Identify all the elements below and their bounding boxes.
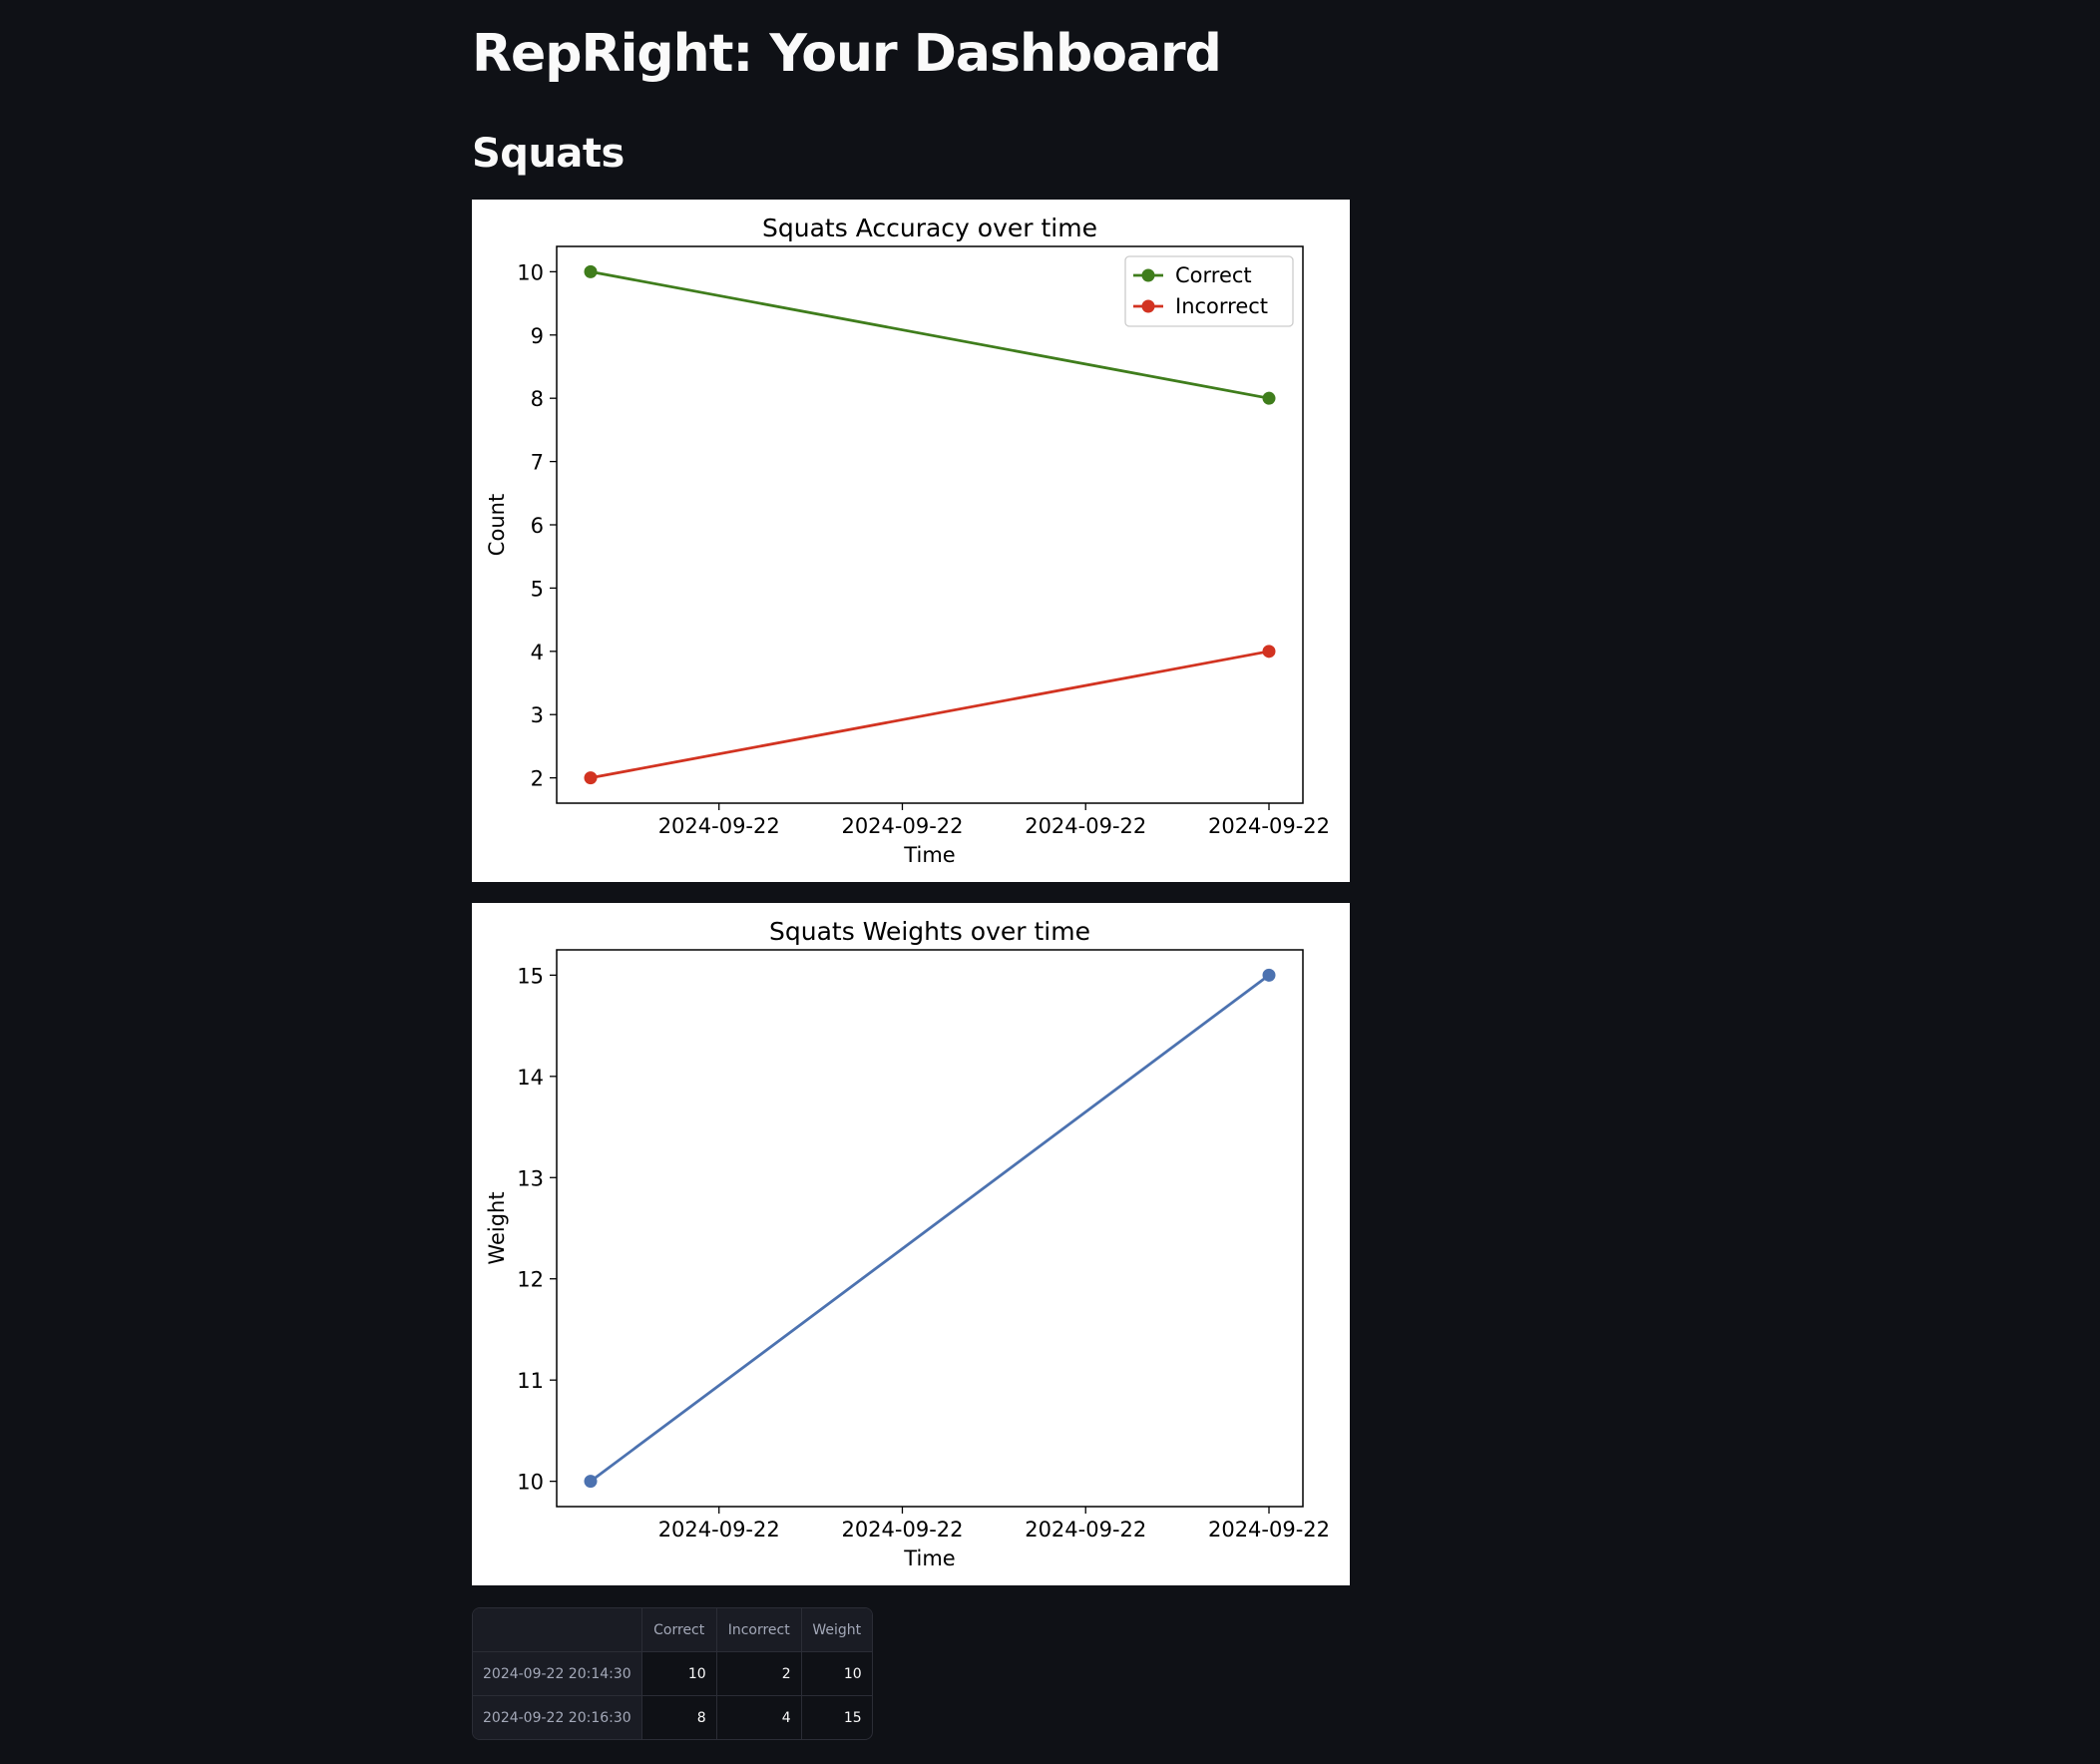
weights-chart-y-axis-label: Weight xyxy=(485,1191,509,1264)
accuracy-chart-y-tick-label: 6 xyxy=(531,514,544,538)
weights-chart-weight-series-point xyxy=(1262,968,1276,982)
accuracy-chart-incorrect-series-point xyxy=(584,771,598,785)
cell-correct[interactable]: 10 xyxy=(641,1651,717,1696)
weights-chart-weight-series-line xyxy=(590,974,1270,1483)
weights-chart-y-tick-label: 11 xyxy=(517,1369,544,1393)
accuracy-chart-correct-series-point xyxy=(584,264,598,278)
table-row: 2024-09-22 20:16:30 8 4 15 xyxy=(473,1695,872,1739)
accuracy-chart-y-tick-label: 9 xyxy=(531,324,544,348)
dataframe[interactable]: Correct Incorrect Weight 2024-09-22 20:1… xyxy=(472,1607,873,1740)
accuracy-chart-y-tick-label: 8 xyxy=(531,387,544,411)
weights-chart-x-tick-label: 2024-09-22 xyxy=(658,1518,780,1542)
accuracy-chart-correct-series-line xyxy=(590,269,1270,400)
weights-chart-y-tick-label: 12 xyxy=(517,1268,544,1292)
cell-weight[interactable]: 10 xyxy=(801,1651,872,1696)
accuracy-chart-x-tick-label: 2024-09-22 xyxy=(841,814,963,838)
cell-incorrect[interactable]: 2 xyxy=(716,1651,802,1696)
weights-chart: Squats Weights over time 10 11 12 13 14 15 2024… xyxy=(472,903,1350,1585)
weights-chart-svg: Squats Weights over time 10 11 12 13 14 15 2024… xyxy=(485,917,1330,1570)
accuracy-chart-y-tick-label: 5 xyxy=(531,577,544,601)
cell-weight[interactable]: 15 xyxy=(843,1709,862,1726)
cell-correct[interactable]: 8 xyxy=(641,1695,717,1739)
cell-incorrect[interactable]: 4 xyxy=(716,1695,802,1739)
row-index[interactable]: 2024-09-22 20:16:30 xyxy=(473,1695,642,1739)
accuracy-chart-legend-marker-correct xyxy=(1141,268,1155,282)
weights-chart-y-tick-label: 14 xyxy=(517,1066,544,1090)
accuracy-chart-x-axis-label: Time xyxy=(903,843,955,867)
table-header-row: Correct Incorrect Weight xyxy=(473,1608,872,1652)
accuracy-chart: Squats Accuracy over time 2 3 4 5 6 7 8 9 10 2024-… xyxy=(472,200,1350,882)
weights-chart-weight-series-point xyxy=(584,1475,598,1489)
accuracy-chart-y-tick-label: 3 xyxy=(531,703,544,727)
weights-chart-y-tick-label: 15 xyxy=(517,964,544,988)
accuracy-chart-legend-box xyxy=(1124,255,1294,327)
weights-chart-title: Squats Weights over time xyxy=(769,917,1090,946)
section-title: Squats xyxy=(472,131,625,177)
column-header-incorrect[interactable]: Incorrect xyxy=(716,1608,802,1652)
accuracy-chart-legend-marker-incorrect xyxy=(1141,299,1155,313)
accuracy-chart-incorrect-series-line xyxy=(590,650,1270,780)
accuracy-chart-legend: Correct Incorrect xyxy=(1124,255,1294,327)
weights-chart-axes-frame xyxy=(556,949,1304,1508)
accuracy-chart-svg: Squats Accuracy over time 2 3 4 5 6 7 8 9 10 2024-… xyxy=(485,214,1330,867)
accuracy-chart-incorrect-series-point xyxy=(1262,645,1276,659)
column-header-correct[interactable]: Correct xyxy=(641,1608,717,1652)
weights-chart-x-axis-label: Time xyxy=(903,1546,955,1570)
weights-chart-y-tick-label: 13 xyxy=(517,1166,544,1190)
accuracy-chart-correct-series-point xyxy=(1262,391,1276,405)
accuracy-chart-y-tick-label: 7 xyxy=(531,451,544,475)
index-header xyxy=(473,1608,642,1652)
table-row: 2024-09-22 20:14:30 10 2 10 xyxy=(473,1651,872,1696)
accuracy-chart-y-tick-label: 4 xyxy=(531,641,544,664)
accuracy-chart-y-axis-label: Count xyxy=(485,494,509,556)
accuracy-chart-y-tick-label: 10 xyxy=(517,260,544,284)
weights-chart-x-tick-label: 2024-09-22 xyxy=(1025,1518,1146,1542)
accuracy-chart-y-tick-label: 2 xyxy=(531,767,544,791)
accuracy-chart-legend-label-incorrect: Incorrect xyxy=(1175,294,1268,318)
page-title: RepRight: Your Dashboard xyxy=(472,24,1222,84)
accuracy-chart-x-tick-label: 2024-09-22 xyxy=(1208,814,1330,838)
accuracy-chart-legend-label-correct: Correct xyxy=(1175,263,1252,287)
weights-chart-y-tick-label: 10 xyxy=(517,1471,544,1495)
weights-chart-x-tick-label: 2024-09-22 xyxy=(841,1518,963,1542)
accuracy-chart-axes-frame xyxy=(556,245,1304,804)
accuracy-chart-x-tick-label: 2024-09-22 xyxy=(658,814,780,838)
weights-chart-x-tick-label: 2024-09-22 xyxy=(1208,1518,1330,1542)
data-table[interactable]: Correct Incorrect Weight 2024-09-22 20:1… xyxy=(473,1608,872,1739)
row-index[interactable]: 2024-09-22 20:14:30 xyxy=(473,1651,642,1696)
column-header-weight[interactable]: Weight xyxy=(801,1608,872,1652)
accuracy-chart-x-tick-label: 2024-09-22 xyxy=(1025,814,1146,838)
accuracy-chart-title: Squats Accuracy over time xyxy=(762,214,1097,242)
